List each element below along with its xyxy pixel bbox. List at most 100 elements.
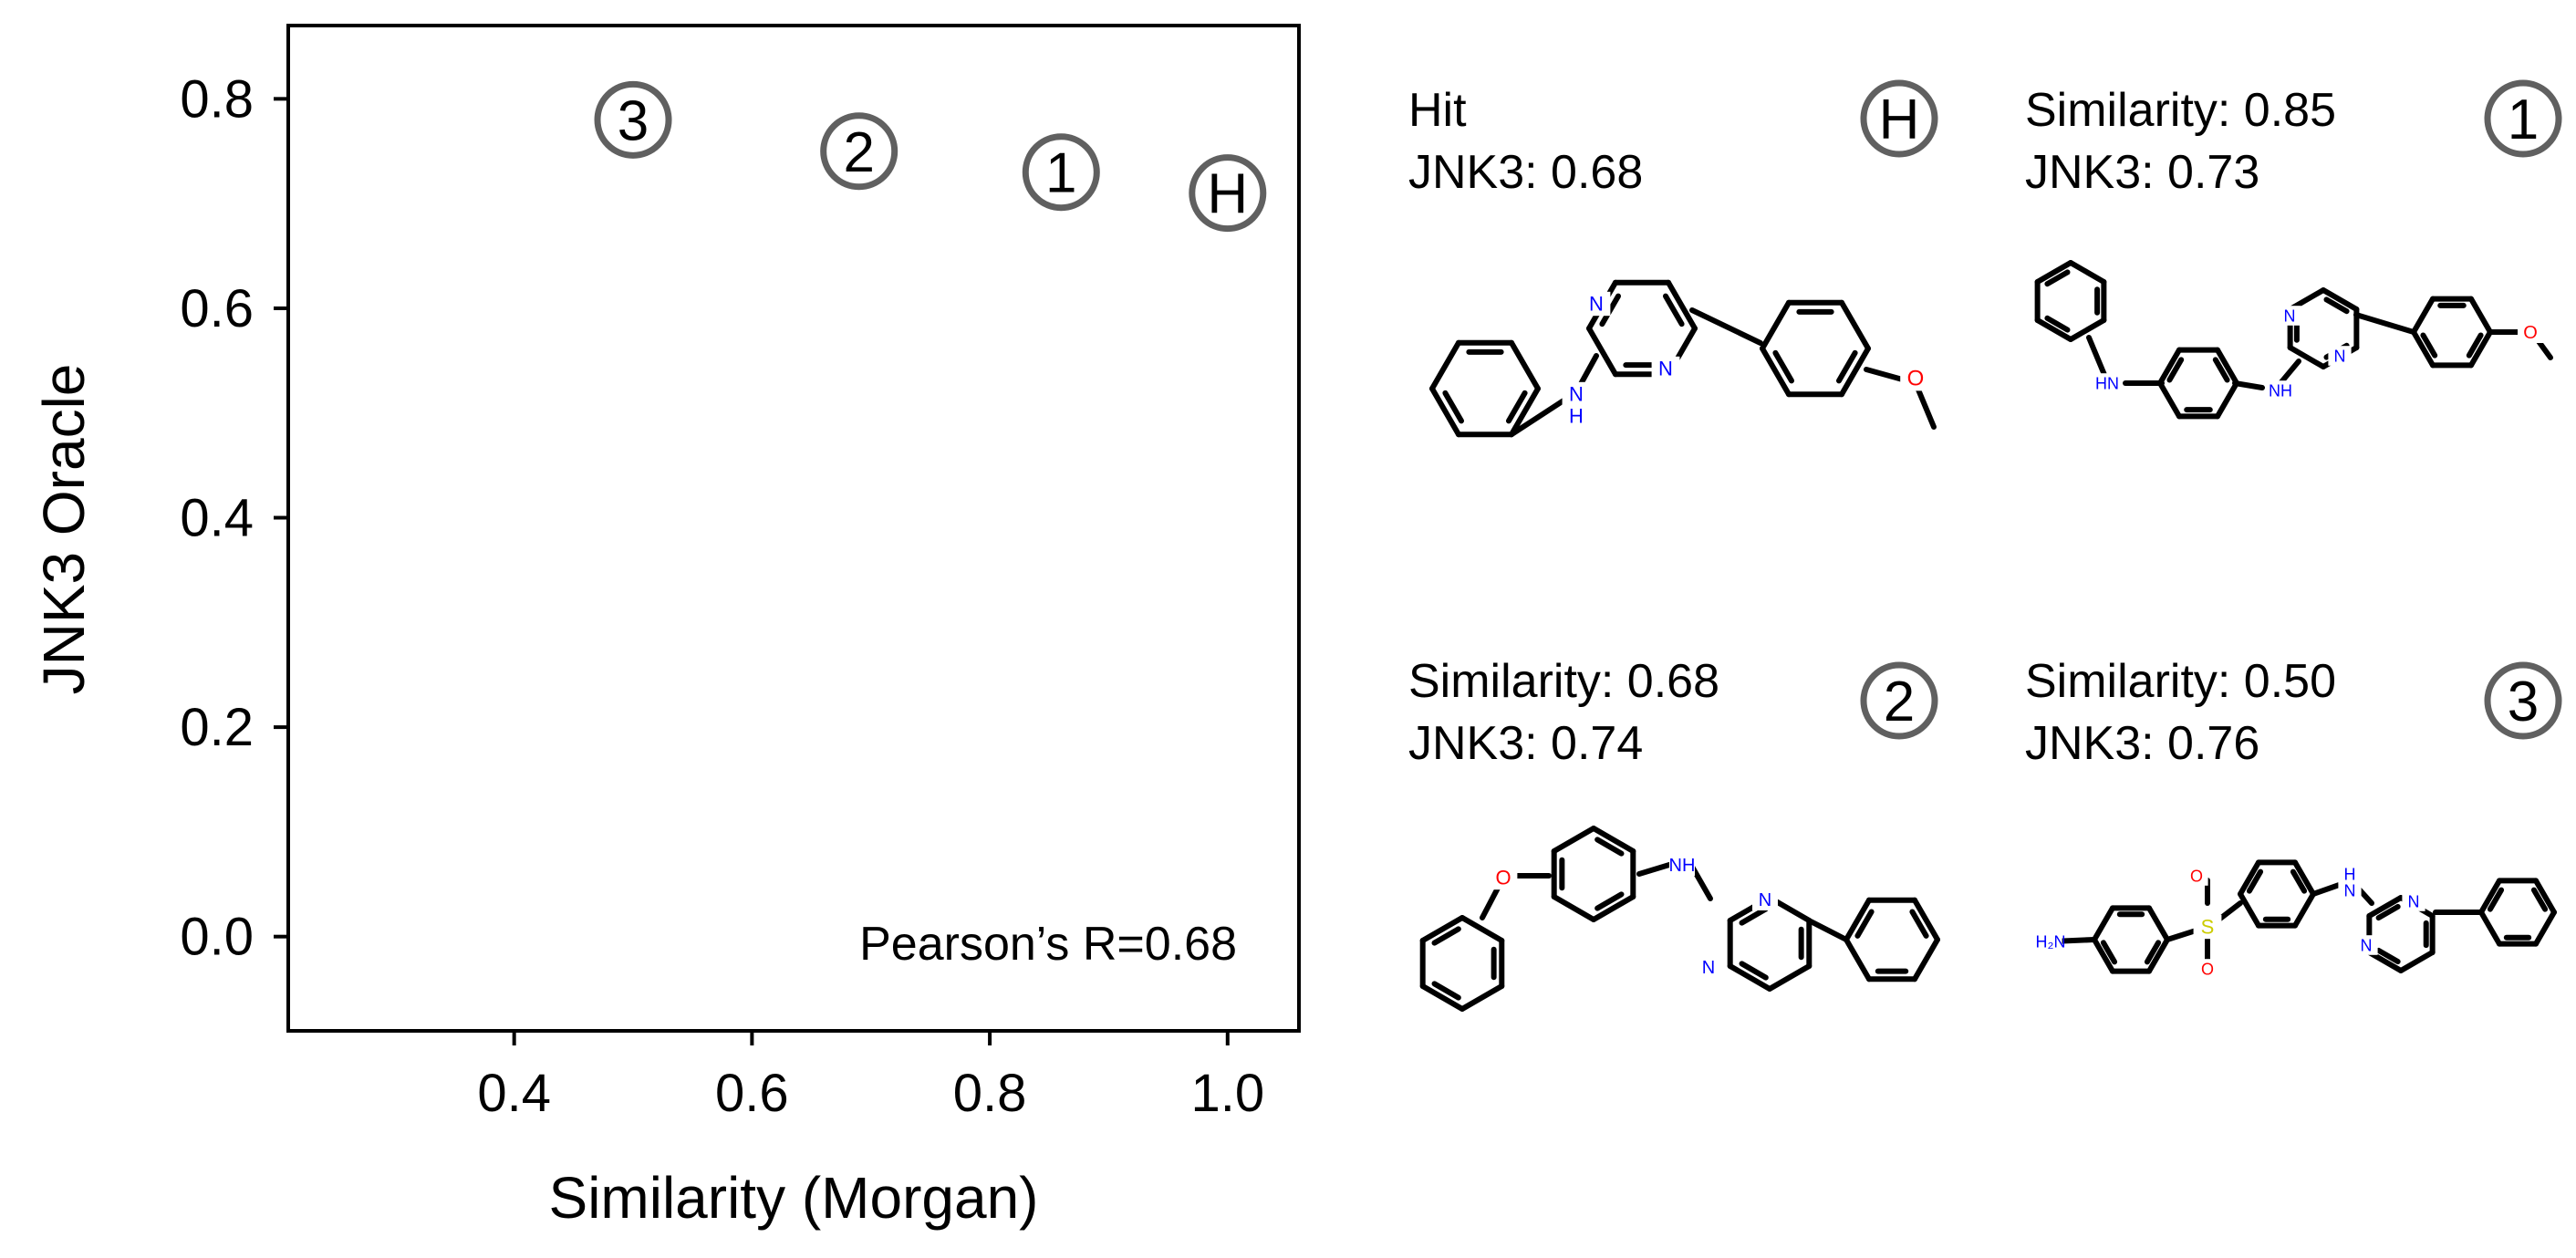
atom-backdrop — [2338, 880, 2362, 900]
atom-backdrop — [2354, 935, 2378, 955]
bond — [1844, 897, 1872, 942]
double-bond — [1835, 349, 1858, 384]
atom-backdrop — [2193, 914, 2222, 940]
double-bond — [1909, 909, 1929, 939]
double-bond — [2487, 887, 2505, 912]
double-bond — [2323, 296, 2350, 315]
bond — [1459, 915, 1505, 943]
atom-label: N — [2344, 881, 2356, 899]
atom-label: N — [2361, 936, 2373, 954]
bond — [2034, 317, 2073, 342]
atom-label: H — [1569, 405, 1584, 428]
bond — [1844, 937, 1872, 982]
panel-hit-line2: JNK3: 0.68 — [1408, 146, 1643, 199]
bond — [2321, 287, 2360, 312]
bond — [1727, 963, 1772, 992]
double-bond — [2144, 940, 2162, 965]
atom-label: H — [2344, 865, 2356, 883]
atom-backdrop — [2269, 380, 2292, 400]
x-tick-label: 0.4 — [477, 1064, 551, 1123]
double-bond — [2420, 332, 2438, 359]
double-bond — [2246, 868, 2264, 894]
atom-label: NH — [1669, 856, 1696, 876]
bond — [1419, 915, 1465, 943]
atom-backdrop — [2402, 891, 2425, 911]
atom-label: N — [1702, 958, 1715, 978]
bond — [1551, 894, 1596, 922]
atom-label: O — [2190, 867, 2203, 885]
double-bond — [2375, 947, 2401, 965]
bond — [1689, 307, 1763, 346]
atom-label: S — [2201, 916, 2215, 939]
marker-ring — [2484, 79, 2562, 158]
molecule-structure-1: HN NH N N O — [2034, 260, 2553, 420]
atom-label: N — [2408, 892, 2420, 910]
atom-label: HN — [2095, 374, 2119, 392]
bond — [2238, 859, 2261, 897]
molecule-panel-1: Similarity: 0.85 JNK3: 0.73 1 HN NH N N O — [2025, 79, 2562, 420]
atom-backdrop — [1651, 356, 1680, 381]
atom-backdrop — [1489, 865, 1518, 890]
bond — [1429, 339, 1461, 391]
atom-label: N — [1569, 383, 1584, 406]
marker-label: 2 — [843, 121, 874, 184]
atom-label: O — [2201, 960, 2214, 978]
bond — [2146, 905, 2170, 942]
panel-3-marker: 3 — [2484, 661, 2562, 740]
highlight-marker-2: 2 — [820, 112, 898, 191]
bond — [1591, 894, 1636, 922]
molecule-structure-2: O NH N N — [1419, 826, 1940, 1012]
atom-backdrop — [2278, 306, 2301, 326]
bond — [1636, 862, 1672, 877]
double-bond — [2212, 357, 2230, 383]
highlight-markers: 3 2 1 H — [594, 80, 1267, 233]
bond — [2478, 878, 2502, 915]
atom-label: O — [1495, 867, 1511, 889]
x-axis: 0.4 0.6 0.8 1.0 — [477, 1031, 1264, 1123]
atom-label: N — [2284, 307, 2296, 325]
bond — [2468, 296, 2493, 335]
double-bond — [1431, 981, 1461, 1001]
atom-backdrop — [2095, 373, 2119, 393]
atom-backdrop — [1669, 854, 1695, 876]
atom-backdrop — [1696, 956, 1721, 978]
bond — [2287, 345, 2326, 369]
bond — [1586, 326, 1618, 378]
atom-backdrop — [1582, 291, 1611, 317]
marker-label: 1 — [1045, 142, 1076, 205]
panel-1-line2: JNK3: 0.73 — [2025, 146, 2259, 199]
double-bond — [1594, 891, 1625, 911]
atom-backdrop — [2196, 959, 2219, 979]
bond — [1808, 919, 1849, 942]
bond — [1666, 279, 1698, 331]
double-bond — [2166, 357, 2185, 383]
marker-ring — [1860, 661, 1938, 740]
atom-label: N — [1589, 293, 1604, 316]
x-tick-label: 0.6 — [715, 1064, 789, 1123]
molecule-panel-2: Similarity: 0.68 JNK3: 0.74 2 O NH N N — [1408, 655, 1940, 1012]
bond — [2533, 878, 2557, 915]
panel-1-marker: 1 — [2484, 79, 2562, 158]
atom-backdrop — [2185, 866, 2208, 886]
bond — [1912, 897, 1940, 942]
bond — [2092, 905, 2115, 942]
bond — [2353, 312, 2416, 335]
bond — [1509, 339, 1541, 391]
bond — [2238, 891, 2261, 929]
marker-ring — [594, 80, 672, 159]
bond — [1551, 826, 1596, 854]
atom-label: N — [1759, 890, 1771, 910]
double-bond — [2290, 868, 2308, 894]
bond — [2398, 950, 2436, 973]
double-bond — [1739, 906, 1769, 926]
double-bond — [2100, 940, 2118, 965]
bond — [1509, 386, 1541, 438]
double-bond — [1662, 293, 1685, 327]
panel-2-line1: Similarity: 0.68 — [1408, 655, 1719, 708]
bond — [2292, 891, 2316, 929]
marker-ring — [1189, 154, 1267, 233]
bond — [2278, 359, 2301, 386]
